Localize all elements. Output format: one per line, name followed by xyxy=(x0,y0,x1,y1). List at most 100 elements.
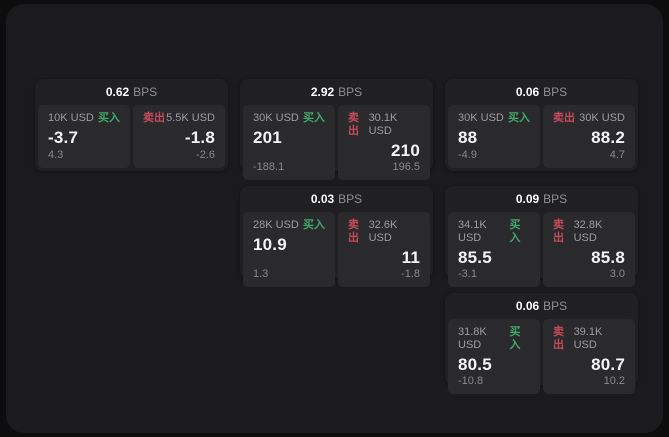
buy-panel[interactable]: 28K USD 买入 10.9 1.3 xyxy=(243,212,335,287)
buy-panel-top: 31.8K USD 买入 xyxy=(458,326,530,352)
buy-delta: -188.1 xyxy=(253,161,285,173)
bps-value: 0.09 xyxy=(515,192,540,206)
buy-panel[interactable]: 31.8K USD 买入 80.5 -10.8 xyxy=(448,319,540,394)
quote-panels: 31.8K USD 买入 80.5 -10.8 卖出 39.1K USD 80.… xyxy=(445,319,638,397)
sell-panel-top: 卖出 30K USD xyxy=(553,112,625,125)
sell-side-label: 卖出 xyxy=(143,112,165,124)
buy-panel-top: 34.1K USD 买入 xyxy=(458,219,530,245)
sell-amount: 32.8K USD xyxy=(573,219,603,244)
bps-value: 0.62 xyxy=(105,85,130,99)
bps-header: 0.09 BPS xyxy=(445,186,638,212)
buy-side-label: 买入 xyxy=(509,219,521,244)
sell-panel-top: 卖出 39.1K USD xyxy=(553,326,625,352)
buy-side-label: 买入 xyxy=(508,112,530,124)
sell-side-label: 卖出 xyxy=(553,112,575,124)
quote-grid: 0.62 BPS 10K USD 买入 -3.7 4.3 卖出 5.5K USD xyxy=(35,79,638,394)
sell-panel[interactable]: 卖出 30.1K USD 210 196.5 xyxy=(338,105,430,180)
buy-amount: 28K USD xyxy=(253,219,299,231)
sell-price: 11 xyxy=(401,248,420,267)
sell-amount: 30K USD xyxy=(579,112,625,124)
sell-panel-top: 卖出 5.5K USD xyxy=(143,112,215,125)
bps-header: 0.62 BPS xyxy=(35,79,228,105)
quote-panels: 30K USD 买入 201 -188.1 卖出 30.1K USD 210 1… xyxy=(240,105,433,183)
quote-panels: 30K USD 买入 88 -4.9 卖出 30K USD 88.2 4.7 xyxy=(445,105,638,171)
bps-value: 0.06 xyxy=(515,85,540,99)
sell-side-label: 卖出 xyxy=(348,112,359,137)
buy-panel-top: 30K USD 买入 xyxy=(253,112,325,125)
sell-panel-top: 卖出 30.1K USD xyxy=(348,112,420,138)
bps-unit: BPS xyxy=(338,85,363,99)
sell-panel-top: 卖出 32.6K USD xyxy=(348,219,420,245)
buy-price: 80.5 xyxy=(458,355,492,374)
buy-delta: -4.9 xyxy=(458,149,477,161)
bps-header: 0.06 BPS xyxy=(445,293,638,319)
quote-card: 0.62 BPS 10K USD 买入 -3.7 4.3 卖出 5.5K USD xyxy=(35,79,228,171)
buy-amount: 10K USD xyxy=(48,112,94,124)
buy-delta: -10.8 xyxy=(458,375,484,387)
sell-side-label: 卖出 xyxy=(553,219,564,244)
buy-side-label: 买入 xyxy=(509,326,521,351)
sell-panel[interactable]: 卖出 39.1K USD 80.7 10.2 xyxy=(543,319,635,394)
buy-price: 10.9 xyxy=(253,235,287,254)
bps-header: 2.92 BPS xyxy=(240,79,433,105)
quote-card: 0.03 BPS 28K USD 买入 10.9 1.3 卖出 32.6K US… xyxy=(240,186,433,287)
sell-delta: -1.8 xyxy=(401,268,420,280)
quote-card: 0.09 BPS 34.1K USD 买入 85.5 -3.1 卖出 32.8K… xyxy=(445,186,638,287)
buy-price: 85.5 xyxy=(458,248,492,267)
buy-price: -3.7 xyxy=(48,128,79,147)
sell-side-label: 卖出 xyxy=(553,326,564,351)
buy-price: 88 xyxy=(458,128,478,147)
buy-amount: 31.8K USD xyxy=(458,326,487,351)
buy-amount: 30K USD xyxy=(458,112,504,124)
sell-delta: 196.5 xyxy=(392,161,420,173)
buy-panel-top: 10K USD 买入 xyxy=(48,112,120,125)
sell-panel[interactable]: 卖出 5.5K USD -1.8 -2.6 xyxy=(133,105,225,168)
bps-header: 0.06 BPS xyxy=(445,79,638,105)
sell-price: -1.8 xyxy=(184,128,215,147)
buy-panel[interactable]: 30K USD 买入 88 -4.9 xyxy=(448,105,540,168)
quote-panels: 10K USD 买入 -3.7 4.3 卖出 5.5K USD -1.8 -2.… xyxy=(35,105,228,171)
buy-side-label: 买入 xyxy=(98,112,120,124)
quote-panels: 28K USD 买入 10.9 1.3 卖出 32.6K USD 11 -1.8 xyxy=(240,212,433,290)
sell-side-label: 卖出 xyxy=(348,219,359,244)
sell-price: 210 xyxy=(391,141,420,160)
bps-unit: BPS xyxy=(543,85,568,99)
buy-side-label: 买入 xyxy=(303,219,325,231)
buy-amount: 30K USD xyxy=(253,112,299,124)
buy-amount: 34.1K USD xyxy=(458,219,487,244)
bps-header: 0.03 BPS xyxy=(240,186,433,212)
sell-delta: 4.7 xyxy=(609,149,625,161)
buy-panel[interactable]: 10K USD 买入 -3.7 4.3 xyxy=(38,105,130,168)
quote-card: 0.06 BPS 30K USD 买入 88 -4.9 卖出 30K USD xyxy=(445,79,638,171)
sell-panel[interactable]: 卖出 32.6K USD 11 -1.8 xyxy=(338,212,430,287)
buy-panel-top: 30K USD 买入 xyxy=(458,112,530,125)
sell-delta: -2.6 xyxy=(196,149,215,161)
bps-unit: BPS xyxy=(543,299,568,313)
buy-price: 201 xyxy=(253,128,282,147)
bps-unit: BPS xyxy=(133,85,158,99)
buy-panel-top: 28K USD 买入 xyxy=(253,219,325,232)
bps-value: 2.92 xyxy=(310,85,335,99)
bps-value: 0.06 xyxy=(515,299,540,313)
sell-panel-top: 卖出 32.8K USD xyxy=(553,219,625,245)
buy-delta: 1.3 xyxy=(253,268,269,280)
bps-unit: BPS xyxy=(543,192,568,206)
sell-panel[interactable]: 卖出 32.8K USD 85.8 3.0 xyxy=(543,212,635,287)
bps-value: 0.03 xyxy=(310,192,335,206)
sell-price: 88.2 xyxy=(591,128,625,147)
sell-amount: 32.6K USD xyxy=(368,219,398,244)
quote-card: 0.06 BPS 31.8K USD 买入 80.5 -10.8 卖出 39.1… xyxy=(445,293,638,394)
sell-amount: 39.1K USD xyxy=(573,326,603,351)
buy-delta: 4.3 xyxy=(48,149,64,161)
quote-card: 2.92 BPS 30K USD 买入 201 -188.1 卖出 30.1K … xyxy=(240,79,433,180)
sell-delta: 3.0 xyxy=(609,268,625,280)
buy-panel[interactable]: 34.1K USD 买入 85.5 -3.1 xyxy=(448,212,540,287)
buy-side-label: 买入 xyxy=(303,112,325,124)
sell-price: 80.7 xyxy=(591,355,625,374)
app-window: 0.62 BPS 10K USD 买入 -3.7 4.3 卖出 5.5K USD xyxy=(6,4,663,433)
sell-delta: 10.2 xyxy=(603,375,625,387)
buy-panel[interactable]: 30K USD 买入 201 -188.1 xyxy=(243,105,335,180)
buy-delta: -3.1 xyxy=(458,268,477,280)
sell-panel[interactable]: 卖出 30K USD 88.2 4.7 xyxy=(543,105,635,168)
bps-unit: BPS xyxy=(338,192,363,206)
